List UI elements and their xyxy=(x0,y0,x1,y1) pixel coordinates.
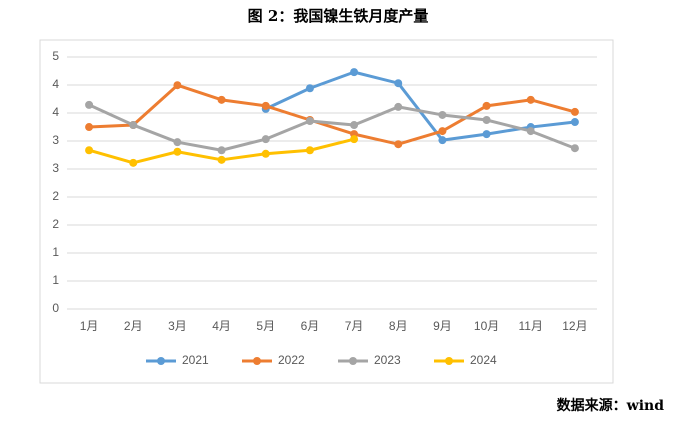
chart-frame xyxy=(39,39,614,384)
x-tick-label: 4月 xyxy=(212,319,231,333)
y-tick-label: 2 xyxy=(52,217,59,231)
data-point xyxy=(129,158,138,167)
x-tick-label: 5月 xyxy=(256,319,275,333)
data-point xyxy=(305,146,314,155)
x-tick-label: 10月 xyxy=(474,319,499,333)
legend-label: 2024 xyxy=(470,353,497,367)
data-point xyxy=(570,118,579,127)
data-point xyxy=(305,84,314,93)
data-point xyxy=(526,127,535,136)
data-point xyxy=(350,121,359,130)
x-tick-label: 1月 xyxy=(80,319,99,333)
x-tick-label: 12月 xyxy=(562,319,587,333)
source: 数据来源：wind xyxy=(557,397,665,414)
data-point xyxy=(217,155,226,164)
legend-label: 2022 xyxy=(278,353,305,367)
data-point xyxy=(261,101,270,110)
x-tick-label: 11月 xyxy=(519,319,543,333)
y-tick-label: 4 xyxy=(52,77,59,91)
legend-label: 2021 xyxy=(182,353,209,367)
data-point xyxy=(394,140,403,149)
data-point xyxy=(350,135,359,144)
y-tick-label: 4 xyxy=(52,105,59,119)
y-tick-label: 5 xyxy=(52,49,59,63)
legend-marker xyxy=(445,357,453,365)
data-point xyxy=(394,79,403,88)
series-line xyxy=(89,83,576,146)
data-point xyxy=(85,123,94,132)
data-point xyxy=(173,138,182,147)
data-point xyxy=(482,101,491,110)
chart-title: 图 2：我国镍生铁月度产量 xyxy=(248,7,429,25)
y-tick-label: 1 xyxy=(52,245,59,259)
data-point xyxy=(85,146,94,155)
data-point xyxy=(217,95,226,104)
series-line xyxy=(88,103,576,152)
x-tick-label: 3月 xyxy=(168,319,187,333)
x-tick-label: 6月 xyxy=(301,319,320,333)
legend-marker xyxy=(157,357,165,365)
data-point xyxy=(217,146,226,155)
data-point xyxy=(129,121,138,130)
data-point xyxy=(350,68,359,77)
y-tick-label: 0 xyxy=(52,301,59,315)
data-point xyxy=(394,102,403,111)
y-tick-label: 2 xyxy=(52,189,59,203)
x-tick-label: 9月 xyxy=(433,319,452,333)
data-point xyxy=(85,100,94,109)
x-tick-label: 8月 xyxy=(389,319,408,333)
data-point xyxy=(261,135,270,144)
data-point xyxy=(305,117,314,126)
x-tick-label: 2月 xyxy=(124,319,143,333)
data-point xyxy=(261,149,270,158)
data-point xyxy=(438,136,447,145)
y-tick-label: 1 xyxy=(52,273,59,287)
data-point xyxy=(526,95,535,104)
legend-marker xyxy=(349,357,357,365)
x-tick-label: 7月 xyxy=(345,319,364,333)
legend-label: 2023 xyxy=(374,353,401,367)
data-point xyxy=(570,107,579,116)
data-point xyxy=(570,144,579,153)
legend-marker xyxy=(253,357,261,365)
y-tick-label: 3 xyxy=(52,161,59,175)
data-point xyxy=(173,81,182,90)
data-point xyxy=(482,130,491,139)
data-point xyxy=(438,110,447,119)
data-point xyxy=(438,127,447,136)
y-tick-label: 3 xyxy=(52,133,59,147)
data-point xyxy=(173,147,182,156)
data-point xyxy=(482,116,491,124)
